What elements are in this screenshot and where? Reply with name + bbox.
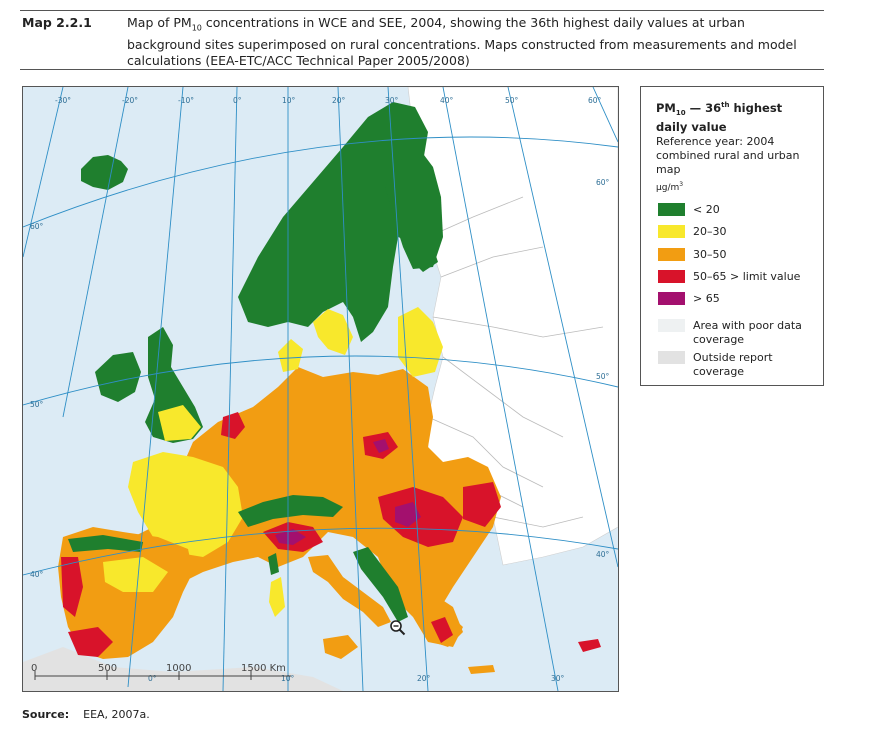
legend-swatch <box>658 203 685 216</box>
lat-label: 50° <box>596 372 610 381</box>
figure-label: Map 2.2.1 <box>22 15 92 30</box>
balkan-hotspot <box>395 502 421 527</box>
legend-label: Outside report coverage <box>693 351 773 378</box>
scale-label: 0 <box>31 663 37 674</box>
legend-title-text: — 36 <box>685 100 722 115</box>
legend-title: PM10 — 36th highest daily value <box>656 98 806 134</box>
legend-label: < 20 <box>693 203 720 216</box>
legend-swatch <box>658 270 685 283</box>
europe-pm10-map[interactable]: -30° -20° -10° 0° 10° 20° 30° 40° 50° 60… <box>22 86 619 692</box>
lat-label: 60° <box>596 178 610 187</box>
scandinavia-yellow <box>313 309 353 355</box>
lat-label: 60° <box>30 222 44 231</box>
legend-title-text: PM <box>656 100 676 115</box>
italy <box>308 555 391 627</box>
scale-label: 1000 <box>166 663 191 674</box>
iberia-north-green <box>68 535 143 552</box>
legend-title-subscript: 10 <box>675 109 686 118</box>
outside-coverage-region <box>23 647 343 691</box>
scale-label: 500 <box>98 663 117 674</box>
baltic-region <box>398 307 443 377</box>
zoom-out-icon[interactable] <box>389 619 407 637</box>
lon-label: 30° <box>385 96 399 105</box>
legend-swatch <box>658 248 685 261</box>
iberia-west-red <box>61 557 83 617</box>
denmark <box>278 339 303 372</box>
caption-subscript: 10 <box>191 23 202 33</box>
map-canvas: -30° -20° -10° 0° 10° 20° 30° 40° 50° 60… <box>23 87 618 691</box>
lon-label: 20° <box>332 96 346 105</box>
legend-label: 30–50 <box>693 248 727 261</box>
lon-label-bottom: 30° <box>551 674 565 683</box>
lat-label: 50° <box>30 400 44 409</box>
iceland <box>81 155 128 190</box>
po-valley-hotspot <box>275 529 306 545</box>
lat-label: 40° <box>596 550 610 559</box>
lon-label-bottom: 10° <box>281 674 295 683</box>
lon-label-bottom: 0° <box>148 674 157 683</box>
iberia-central-yellow <box>103 557 168 592</box>
bottom-rule <box>20 69 824 70</box>
legend-swatch <box>658 292 685 305</box>
legend-swatch <box>658 351 685 364</box>
legend-label: Area with poor data coverage <box>693 319 802 346</box>
legend-unit: µg/m3 <box>656 181 683 193</box>
scale-bar: 0 500 1000 1500 Km <box>31 663 291 680</box>
source-text: EEA, 2007a. <box>83 708 150 721</box>
benelux-region <box>221 412 245 439</box>
source-note: Source: EEA, 2007a. <box>22 708 150 721</box>
legend-unit-superscript: 3 <box>679 181 684 188</box>
legend-title-superscript: th <box>721 101 730 109</box>
lon-label: -20° <box>122 96 138 105</box>
dinaric-region <box>353 547 408 622</box>
legend-title-text: highest daily value <box>656 100 783 135</box>
iberia <box>58 527 193 659</box>
iberia-south-red <box>68 627 113 657</box>
central-hotspot-purple <box>373 439 389 453</box>
sicily <box>323 635 358 659</box>
graticule <box>23 87 618 691</box>
greece-red <box>431 617 453 643</box>
caption-text-2: concentrations in WCE and SEE, 2004, sho… <box>127 15 797 68</box>
top-rule <box>20 10 824 11</box>
lon-label: -30° <box>55 96 71 105</box>
lon-label: 40° <box>440 96 454 105</box>
caption-text-1: Map of PM <box>127 15 192 30</box>
legend-swatch <box>658 319 685 332</box>
legend-label: 50–65 > limit value <box>693 270 801 283</box>
france-region <box>128 452 243 557</box>
finland <box>385 147 443 269</box>
romania-region <box>463 482 501 527</box>
lon-label: -10° <box>178 96 194 105</box>
lon-label: 50° <box>505 96 519 105</box>
lon-label: 60° <box>588 96 602 105</box>
alps-region <box>238 495 343 527</box>
great-britain-south <box>158 405 201 441</box>
cyprus <box>578 639 601 652</box>
legend-unit-text: µg/m <box>656 183 680 193</box>
legend-label: 20–30 <box>693 225 727 238</box>
legend-reference: Reference year: 2004 combined rural and … <box>656 135 800 176</box>
lon-label: 10° <box>282 96 296 105</box>
crete <box>468 665 495 674</box>
legend-label: > 65 <box>693 292 720 305</box>
lat-label: 40° <box>30 570 44 579</box>
corsica <box>268 553 279 575</box>
lon-label: 0° <box>233 96 242 105</box>
source-label: Source: <box>22 708 70 721</box>
ireland <box>95 352 141 402</box>
figure-caption: Map of PM10 concentrations in WCE and SE… <box>127 15 817 69</box>
map-legend: PM10 — 36th highest daily value Referenc… <box>640 86 824 386</box>
legend-swatch <box>658 225 685 238</box>
scale-label: 1500 Km <box>241 663 286 674</box>
lon-label-bottom: 20° <box>417 674 431 683</box>
sardinia <box>269 577 285 617</box>
